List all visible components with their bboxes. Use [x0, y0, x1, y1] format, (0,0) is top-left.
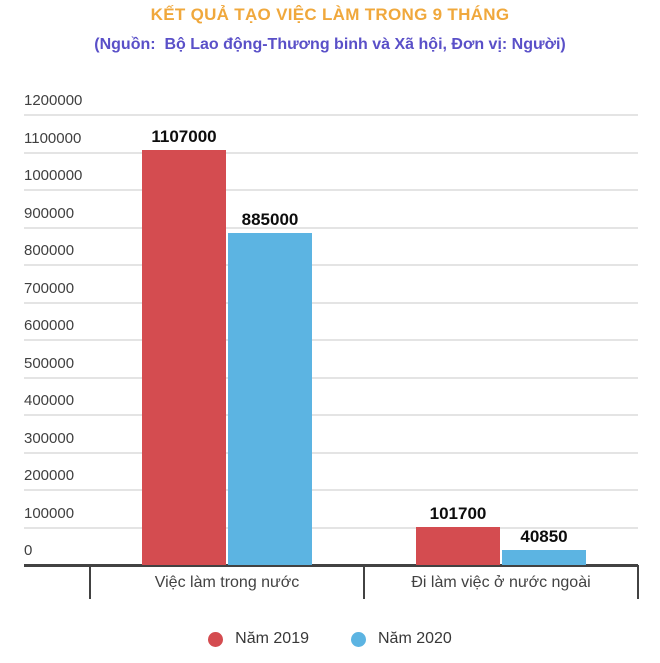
- gridline: [24, 151, 638, 154]
- bar-value-label: 885000: [241, 210, 299, 230]
- bar-value-label: 101700: [429, 503, 487, 523]
- legend-item: Năm 2019: [208, 630, 309, 648]
- gridline: [24, 451, 638, 454]
- chart-subtitle: (Nguồn: Bộ Lao động-Thương binh và Xã hộ…: [94, 36, 566, 53]
- y-axis-tick-label: 1100000: [24, 129, 82, 147]
- x-axis-tick: [637, 565, 639, 599]
- legend: Năm 2019 Năm 2020: [0, 628, 660, 650]
- gridline: [24, 339, 638, 341]
- legend-swatch-icon: [351, 631, 366, 647]
- y-axis-tick-label: 600000: [24, 317, 75, 334]
- gridline: [24, 226, 638, 229]
- category-label: Việc làm trong nước: [154, 574, 300, 591]
- legend-item: Năm 2020: [351, 630, 452, 648]
- gridline: [24, 189, 638, 191]
- gridline: [24, 301, 638, 304]
- gridline: [24, 489, 638, 491]
- y-axis-tick-label: 900000: [24, 204, 75, 222]
- y-axis-tick-label: 500000: [24, 354, 75, 372]
- y-axis-tick-label: 800000: [24, 242, 75, 259]
- gridline: [24, 376, 638, 379]
- bar-value-label: 40850: [520, 526, 568, 546]
- x-axis-line: [24, 564, 638, 567]
- y-axis-tick-label: 100000: [24, 504, 75, 522]
- y-axis-tick-label: 0: [24, 542, 33, 559]
- y-axis-tick-label: 700000: [24, 279, 75, 297]
- x-axis-tick: [363, 565, 365, 599]
- gridline: [24, 414, 638, 416]
- legend-label: Năm 2019: [235, 630, 309, 647]
- y-axis-tick-label: 200000: [24, 467, 75, 484]
- gridline: [24, 264, 638, 266]
- y-axis-tick-label: 1200000: [24, 92, 83, 109]
- x-axis-tick: [89, 565, 91, 599]
- bar: [142, 149, 226, 565]
- bar: [228, 233, 312, 565]
- chart-title: KẾT QUẢ TẠO VIỆC LÀM TRONG 9 THÁNG: [150, 5, 510, 24]
- category-label: Đi làm việc ở nước ngoài: [411, 574, 591, 591]
- y-axis-tick-label: 300000: [24, 429, 75, 447]
- y-axis-tick-label: 1000000: [24, 167, 83, 184]
- bar: [416, 526, 500, 565]
- bar: [502, 549, 586, 565]
- legend-label: Năm 2020: [378, 630, 452, 647]
- bar-value-label: 1107000: [151, 126, 217, 146]
- y-axis-tick-label: 400000: [24, 392, 75, 409]
- gridline: [24, 114, 638, 116]
- legend-swatch-icon: [208, 631, 224, 647]
- gridline: [24, 526, 638, 529]
